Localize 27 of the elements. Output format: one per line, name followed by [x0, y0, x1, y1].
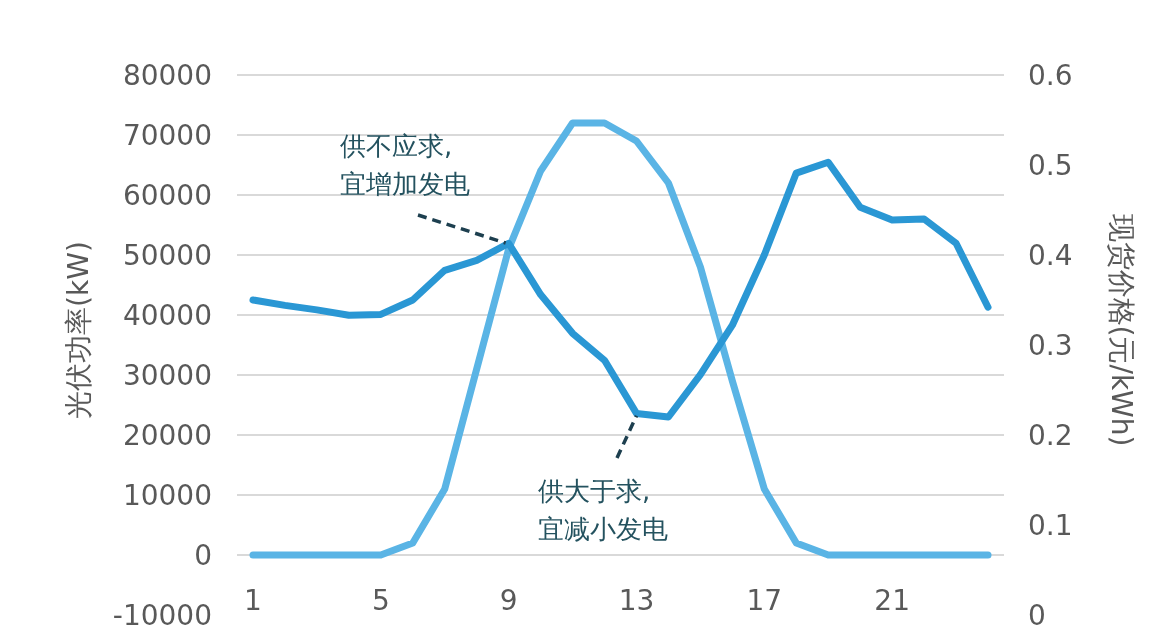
- annotation: 供不应求, 宜增加发电: [340, 131, 470, 199]
- y2-tick-label: 0: [1028, 598, 1046, 632]
- y-tick-label: 40000: [122, 298, 212, 332]
- y2-axis-title: 现货价格(元/kWh): [1105, 213, 1139, 447]
- y2-tick-label: 0.3: [1028, 328, 1073, 362]
- y-tick-label: 20000: [122, 418, 212, 452]
- y-tick-label: 50000: [122, 238, 212, 272]
- x-tick-label: 21: [874, 583, 910, 617]
- annotation: 供大于求, 宜减小发电: [538, 476, 668, 544]
- x-tick-label: 17: [746, 583, 783, 617]
- x-tick-label: 1: [244, 583, 262, 617]
- y2-tick-label: 0.2: [1028, 418, 1073, 452]
- y2-tick-label: 0.1: [1028, 508, 1073, 542]
- y2-tick-label: 0.5: [1028, 148, 1073, 182]
- y-tick-label: 60000: [122, 178, 212, 212]
- x-tick-label: 9: [499, 583, 518, 617]
- y-tick-label: 0: [194, 538, 212, 572]
- y-tick-label: 80000: [122, 58, 212, 92]
- y-tick-label: 10000: [122, 478, 212, 512]
- y2-tick-label: 0.4: [1028, 238, 1073, 272]
- y-axis-title: 光伏功率(kW): [61, 241, 95, 419]
- x-tick-label: 5: [371, 583, 390, 617]
- y2-tick-label: 0.6: [1028, 58, 1073, 92]
- y-tick-label: 30000: [122, 358, 212, 392]
- y-tick-label: -10000: [112, 598, 212, 632]
- x-tick-label: 13: [618, 583, 655, 617]
- y-tick-label: 70000: [122, 118, 212, 152]
